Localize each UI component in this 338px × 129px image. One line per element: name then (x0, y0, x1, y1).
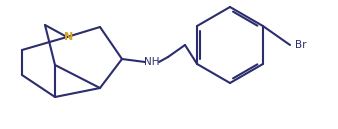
Text: Br: Br (295, 40, 307, 50)
Text: NH: NH (144, 57, 160, 67)
Text: N: N (64, 32, 74, 42)
